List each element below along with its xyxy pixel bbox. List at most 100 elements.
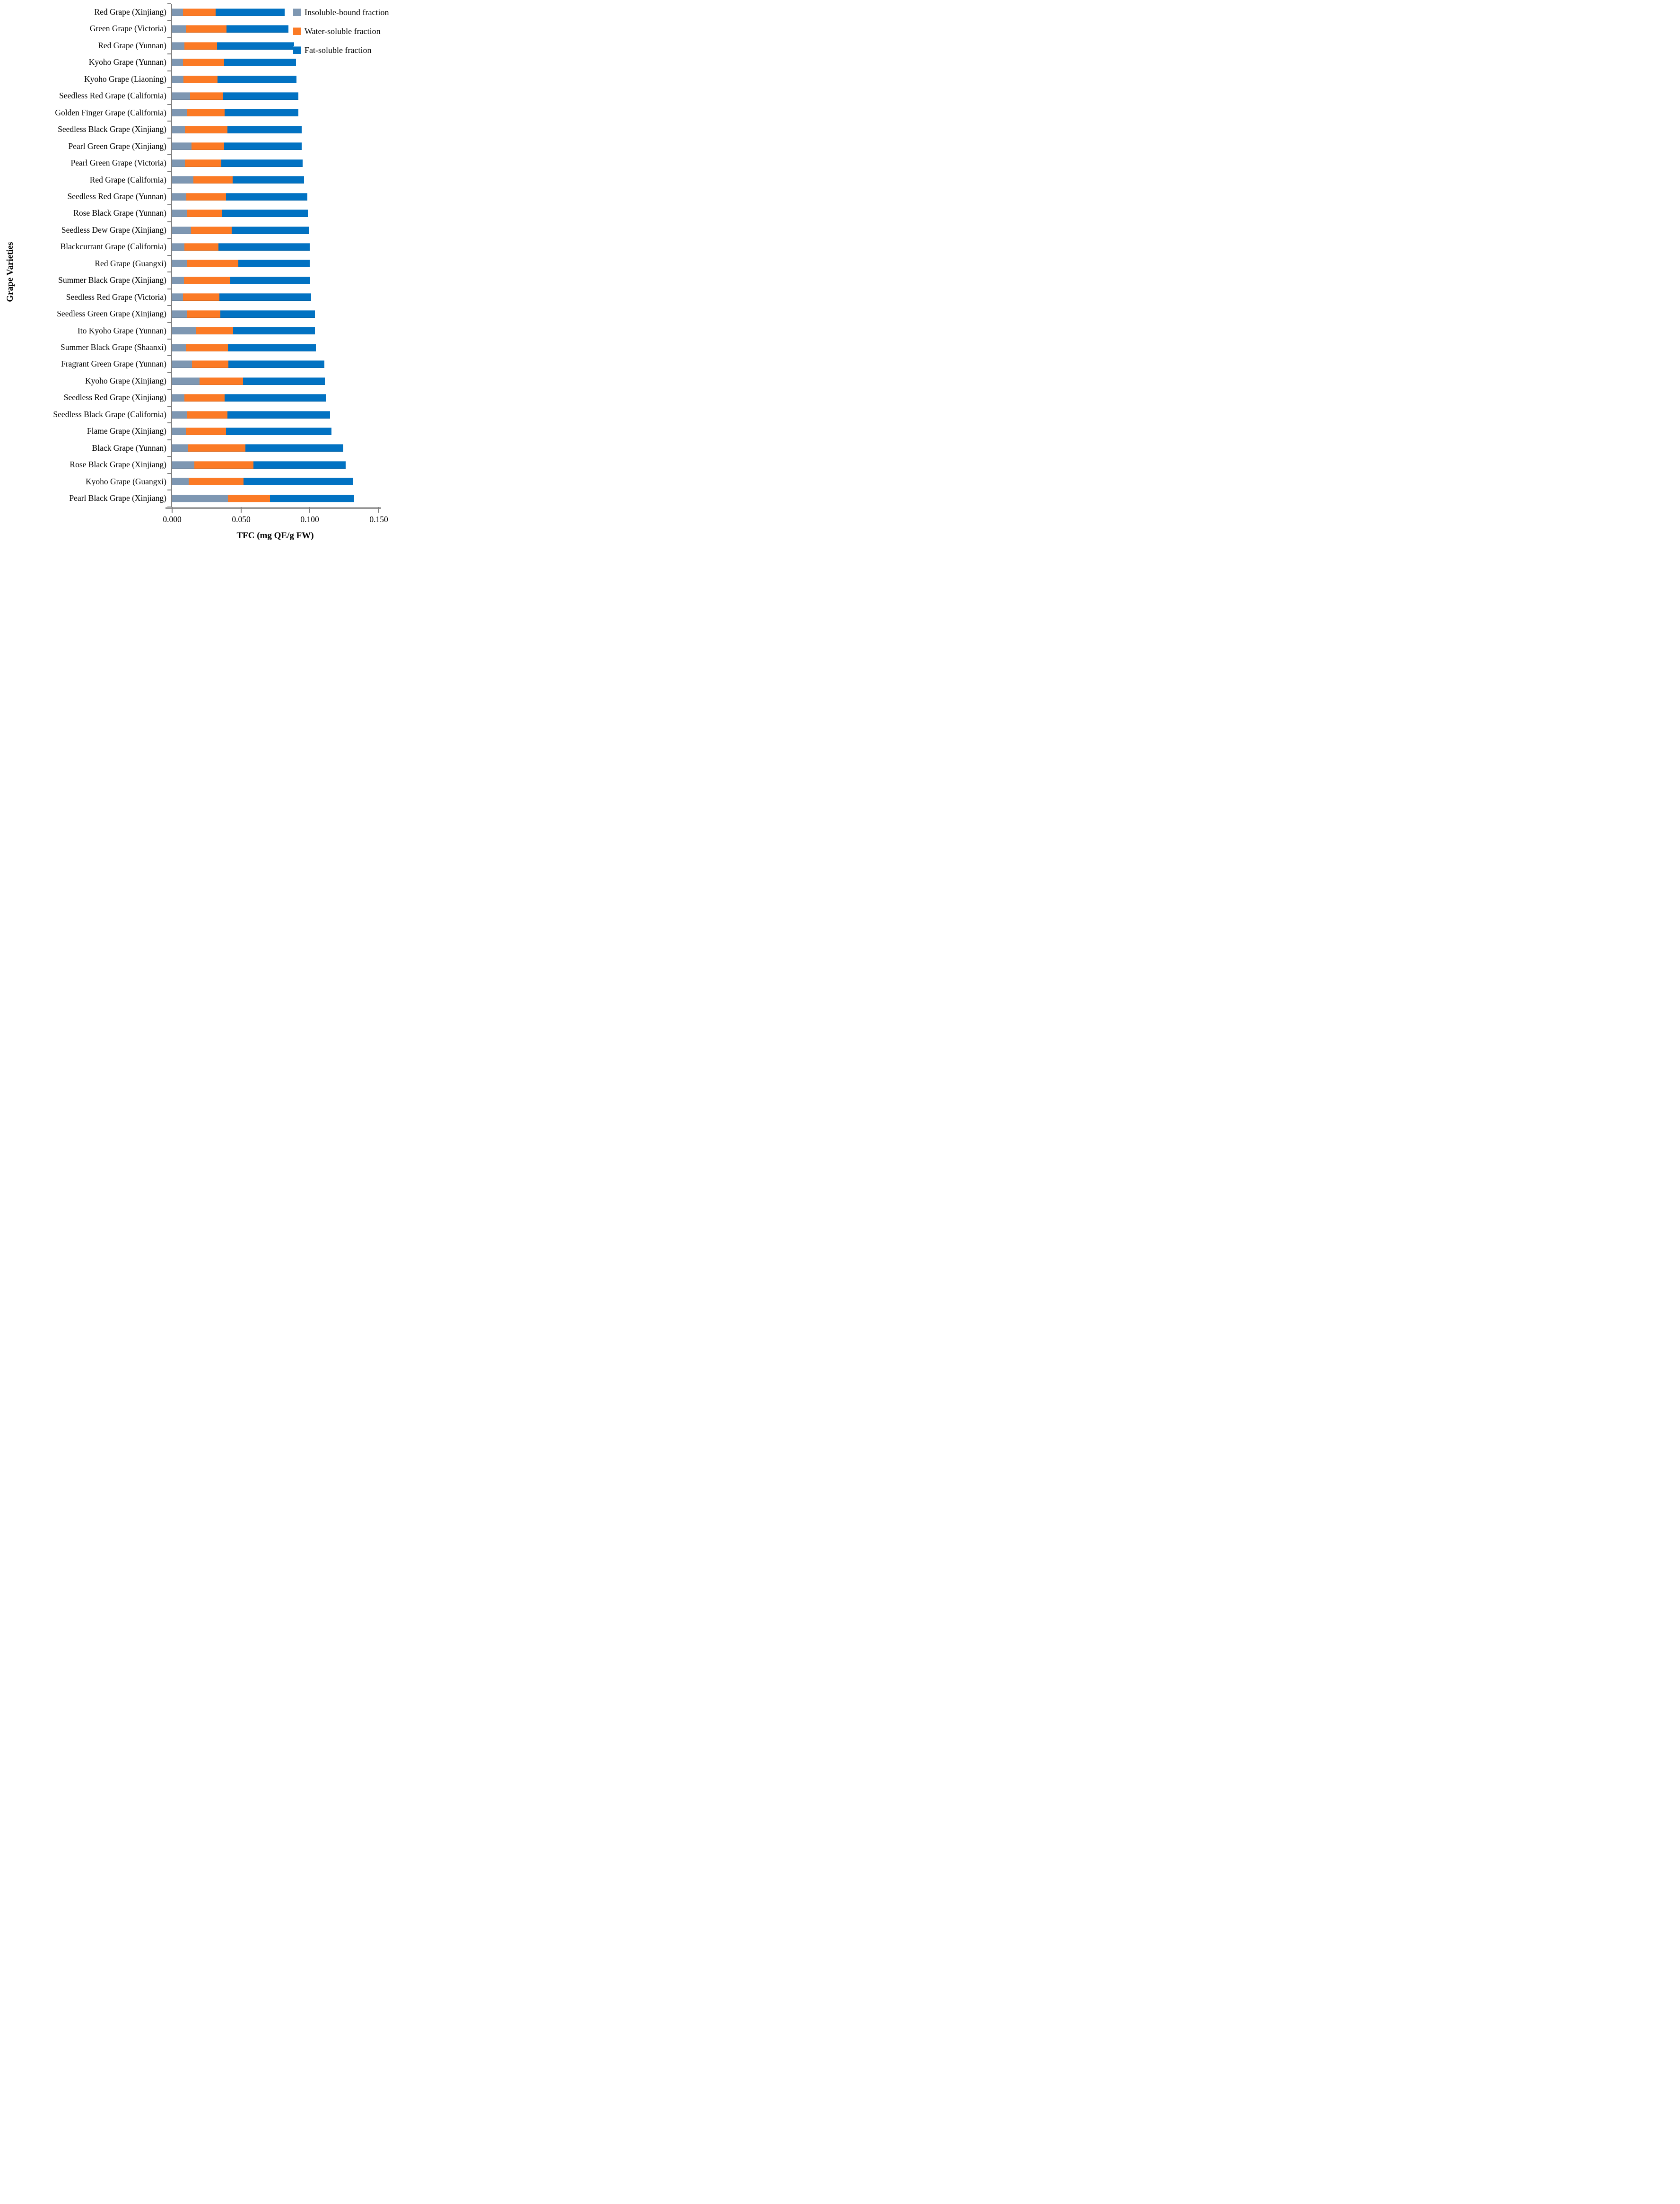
bar-segment-fat-soluble <box>220 310 315 318</box>
y-axis-tick <box>167 171 171 172</box>
legend-item-insoluble: Insoluble-bound fraction <box>293 7 389 18</box>
legend-label-fat: Fat-soluble fraction <box>305 45 372 55</box>
category-label: Red Grape (Yunnan) <box>98 40 166 50</box>
bar-segment-water-soluble <box>193 176 233 184</box>
stacked-bar <box>172 226 310 234</box>
category-label: Red Grape (Guangxi) <box>95 258 166 268</box>
x-axis-line <box>165 507 381 509</box>
category-label: Seedless Green Grape (Xinjiang) <box>57 309 166 319</box>
y-axis-tick <box>167 36 171 38</box>
category-label: Golden Finger Grape (California) <box>55 107 166 117</box>
bar-segment-water-soluble <box>196 327 234 335</box>
bar-segment-insoluble-bound <box>172 478 189 486</box>
bar-segment-fat-soluble <box>217 42 295 50</box>
bar-row: Red Grape (Guangxi) <box>0 255 420 272</box>
bar-segment-insoluble-bound <box>172 276 184 284</box>
bar-row: Seedless Black Grape (Xinjiang) <box>0 121 420 138</box>
bar-segment-water-soluble <box>191 226 232 234</box>
x-axis-tick <box>172 507 173 513</box>
bar-segment-insoluble-bound <box>172 461 194 469</box>
bar-row: Green Grape (Victoria) <box>0 20 420 37</box>
stacked-bar <box>172 210 308 218</box>
bar-segment-insoluble-bound <box>172 92 190 100</box>
bar-segment-insoluble-bound <box>172 327 196 335</box>
legend-label-water: Water-soluble fraction <box>305 26 381 36</box>
stacked-bar <box>172 411 330 419</box>
bar-segment-insoluble-bound <box>172 260 187 268</box>
legend-swatch-insoluble-icon <box>293 9 301 16</box>
bar-segment-fat-soluble <box>253 461 346 469</box>
bar-segment-fat-soluble <box>270 494 355 502</box>
bar-segment-fat-soluble <box>243 377 325 385</box>
category-label: Green Grape (Victoria) <box>89 24 166 34</box>
bar-row: Black Grape (Yunnan) <box>0 440 420 456</box>
bar-segment-water-soluble <box>184 42 217 50</box>
bar-row: Seedless Dew Grape (Xinjiang) <box>0 222 420 238</box>
bar-segment-insoluble-bound <box>172 293 183 301</box>
bar-segment-fat-soluble <box>226 25 289 33</box>
y-axis-tick <box>167 271 171 273</box>
bar-segment-fat-soluble <box>232 226 310 234</box>
category-label: Pearl Black Grape (Xinjiang) <box>69 493 166 503</box>
category-label: Red Grape (Xinjiang) <box>94 7 166 17</box>
bar-segment-fat-soluble <box>227 411 330 419</box>
stacked-bar <box>172 75 297 83</box>
bar-segment-water-soluble <box>187 310 220 318</box>
legend-label-insoluble: Insoluble-bound fraction <box>305 7 389 17</box>
bar-segment-insoluble-bound <box>172 176 194 184</box>
bar-segment-fat-soluble <box>226 427 332 435</box>
bar-row: Rose Black Grape (Yunnan) <box>0 205 420 221</box>
bar-segment-insoluble-bound <box>172 411 187 419</box>
bar-segment-fat-soluble <box>224 142 302 150</box>
bar-row: Flame Grape (Xinjiang) <box>0 423 420 439</box>
bar-segment-insoluble-bound <box>172 159 185 167</box>
bar-segment-insoluble-bound <box>172 343 186 351</box>
bar-segment-fat-soluble <box>228 360 324 368</box>
stacked-bar <box>172 461 346 469</box>
bar-segment-fat-soluble <box>245 444 344 452</box>
y-axis-tick <box>167 305 171 306</box>
x-axis-title: TFC (mg QE/g FW) <box>236 531 314 541</box>
stacked-bar <box>172 243 310 251</box>
y-axis-tick <box>167 53 171 55</box>
x-axis-tick <box>240 507 242 513</box>
bar-row: Red Grape (Yunnan) <box>0 37 420 54</box>
bar-segment-fat-soluble <box>219 293 312 301</box>
y-axis-tick <box>167 238 171 239</box>
bar-segment-water-soluble <box>187 260 238 268</box>
bar-segment-water-soluble <box>190 92 224 100</box>
bar-segment-water-soluble <box>185 25 227 33</box>
category-label: Pearl Green Grape (Xinjiang) <box>68 141 166 151</box>
category-label: Blackcurrant Grape (California) <box>60 242 166 252</box>
category-label: Black Grape (Yunnan) <box>92 443 166 453</box>
y-axis-tick <box>167 154 171 156</box>
stacked-bar-chart-figure: Grape Varieties Red Grape (Xinjiang) Gree… <box>0 0 420 551</box>
y-axis-line <box>171 4 172 507</box>
bar-row: Red Grape (California) <box>0 172 420 188</box>
bar-segment-water-soluble <box>186 192 226 201</box>
bar-segment-insoluble-bound <box>172 226 191 234</box>
stacked-bar <box>172 109 299 117</box>
bar-segment-water-soluble <box>185 343 228 351</box>
stacked-bar <box>172 125 302 133</box>
bar-row: Seedless Red Grape (California) <box>0 87 420 104</box>
category-label: Pearl Green Grape (Victoria) <box>70 158 166 168</box>
bar-segment-water-soluble <box>184 159 222 167</box>
bar-segment-water-soluble <box>194 461 253 469</box>
legend-swatch-water-icon <box>293 27 301 35</box>
bar-row: Pearl Green Grape (Victoria) <box>0 155 420 171</box>
bar-row: Kyoho Grape (Xinjiang) <box>0 373 420 389</box>
legend-swatch-fat-icon <box>293 46 301 54</box>
y-axis-tick <box>167 339 171 340</box>
bar-segment-fat-soluble <box>232 176 305 184</box>
bar-segment-fat-soluble <box>223 92 298 100</box>
stacked-bar <box>172 360 324 368</box>
stacked-bar <box>172 427 332 435</box>
category-label: Seedless Black Grape (Xinjiang) <box>58 124 166 134</box>
bar-segment-fat-soluble <box>225 394 326 402</box>
bar-segment-fat-soluble <box>218 243 310 251</box>
bar-segment-fat-soluble <box>230 276 311 284</box>
bar-segment-fat-soluble <box>227 343 316 351</box>
bar-segment-fat-soluble <box>224 59 296 67</box>
bar-segment-fat-soluble <box>221 159 303 167</box>
